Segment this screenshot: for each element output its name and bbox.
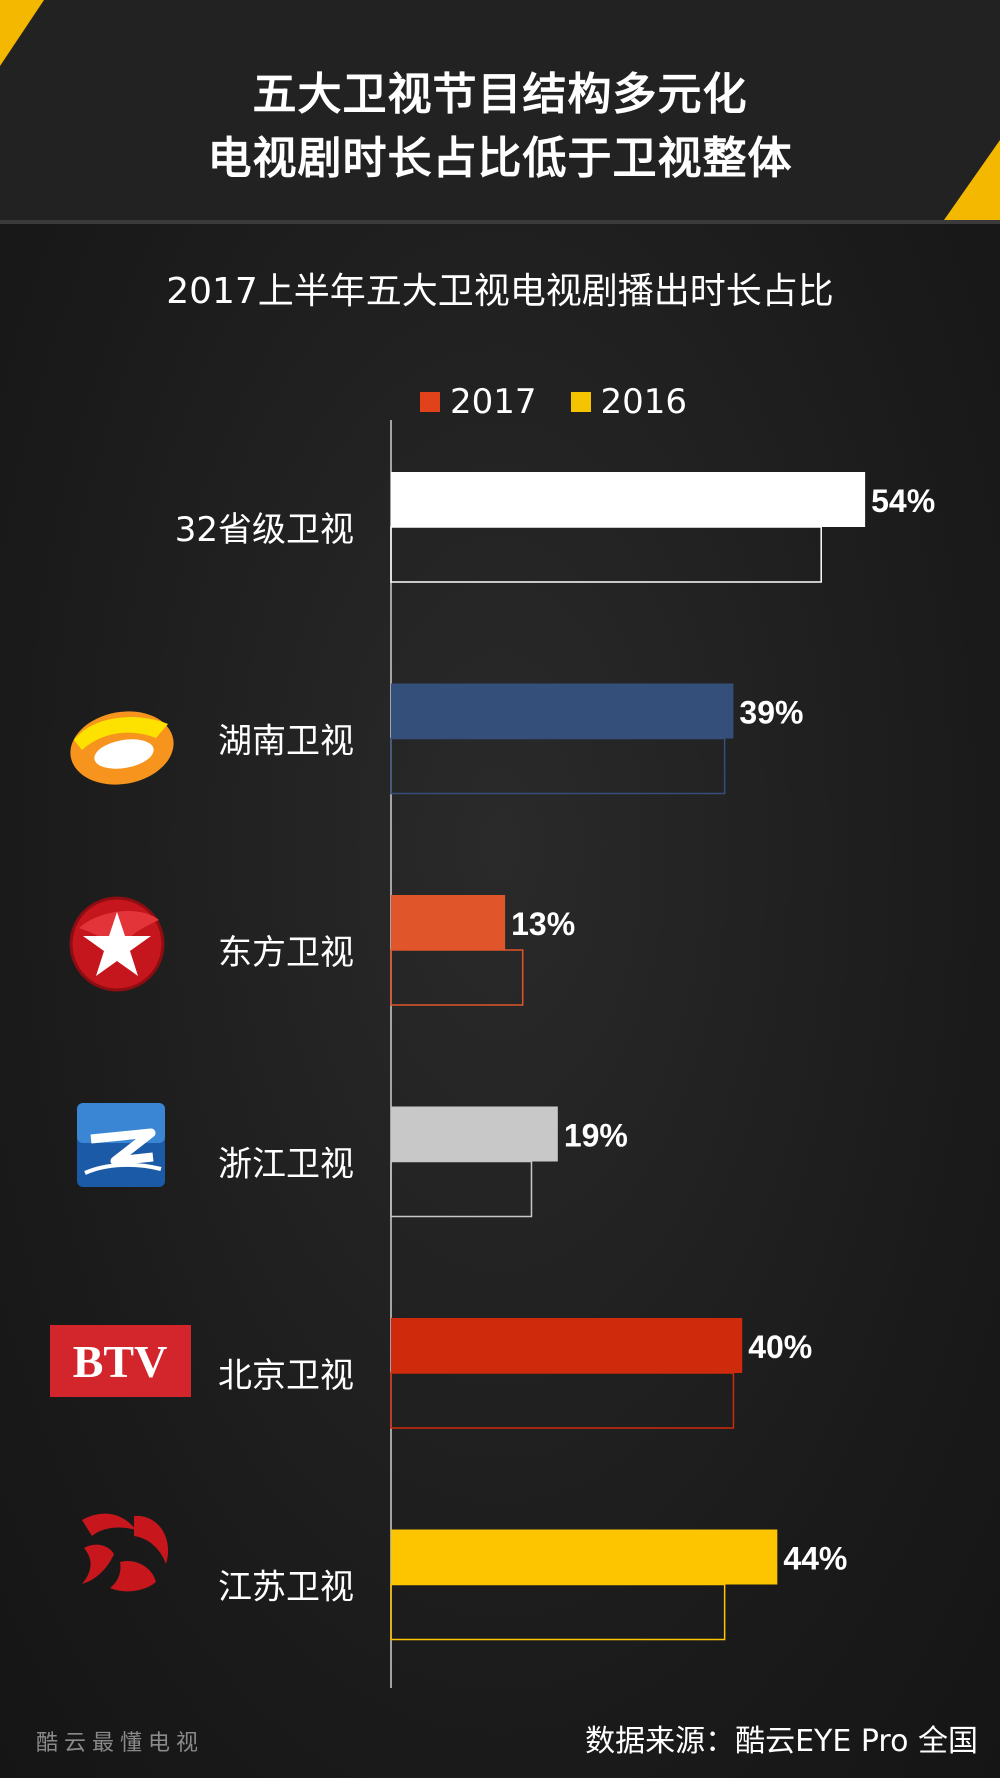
legend-label-2017: 2017 [450, 382, 537, 422]
legend-label-2016: 2016 [600, 382, 688, 422]
category-label-4: 北京卫视 [218, 1356, 354, 1396]
header: 五大卫视节目结构多元化 电视剧时长占比低于卫视整体 [0, 0, 1000, 224]
legend-item-2017: 2017 [420, 382, 537, 422]
bar-2016-0 [390, 526, 822, 583]
hunan-tv-logo [70, 711, 174, 785]
bar-2017-0 [391, 472, 866, 527]
legend-swatch-2017 [420, 392, 440, 412]
value-label-4: 40% [748, 1329, 812, 1365]
corner-triangle-bottom-right [944, 140, 1000, 220]
value-label-5: 44% [783, 1541, 847, 1577]
btv-logo: BTV [50, 1325, 191, 1397]
bars-group: 54% 39% 13% 19% 40% 44% [390, 472, 935, 1641]
footer-source: 数据来源：酷云EYE Pro 全国 [585, 1724, 978, 1759]
category-label-1: 湖南卫视 [218, 722, 354, 762]
legend-swatch-2016 [570, 392, 591, 412]
legend: 2017 2016 [420, 382, 721, 422]
value-label-1: 39% [739, 695, 803, 731]
bar-2016-1 [390, 737, 726, 795]
category-label-0: 32省级卫视 [175, 510, 354, 550]
bar-2017-5 [391, 1529, 778, 1585]
bar-2017-3 [391, 1106, 558, 1162]
footer-watermark: 酷云最懂电视 [36, 1731, 205, 1756]
bar-2016-5 [390, 1583, 726, 1641]
bar-2017-1 [391, 683, 734, 739]
btv-logo-text: BTV [73, 1336, 168, 1387]
headline-line-1: 五大卫视节目结构多元化 [252, 69, 748, 120]
bar-2016-3 [390, 1160, 533, 1218]
legend-item-2016: 2016 [570, 382, 688, 422]
value-label-0: 54% [871, 483, 935, 519]
category-label-2: 东方卫视 [218, 933, 354, 973]
zhejiang-tv-logo [77, 1103, 165, 1187]
bar-2016-4 [390, 1372, 735, 1429]
jiangsu-tv-logo [82, 1513, 169, 1592]
dragon-tv-logo [69, 896, 165, 992]
headline-line-2: 电视剧时长占比低于卫视整体 [207, 133, 793, 184]
bar-2017-4 [391, 1318, 743, 1373]
bar-2016-2 [390, 949, 524, 1006]
bar-2017-2 [391, 895, 506, 950]
chart-title: 2017上半年五大卫视电视剧播出时长占比 [166, 271, 834, 312]
corner-triangle-top-left [0, 0, 44, 66]
category-label-5: 江苏卫视 [218, 1568, 354, 1608]
value-label-3: 19% [564, 1118, 628, 1154]
value-label-2: 13% [511, 906, 575, 942]
category-label-3: 浙江卫视 [218, 1145, 354, 1185]
